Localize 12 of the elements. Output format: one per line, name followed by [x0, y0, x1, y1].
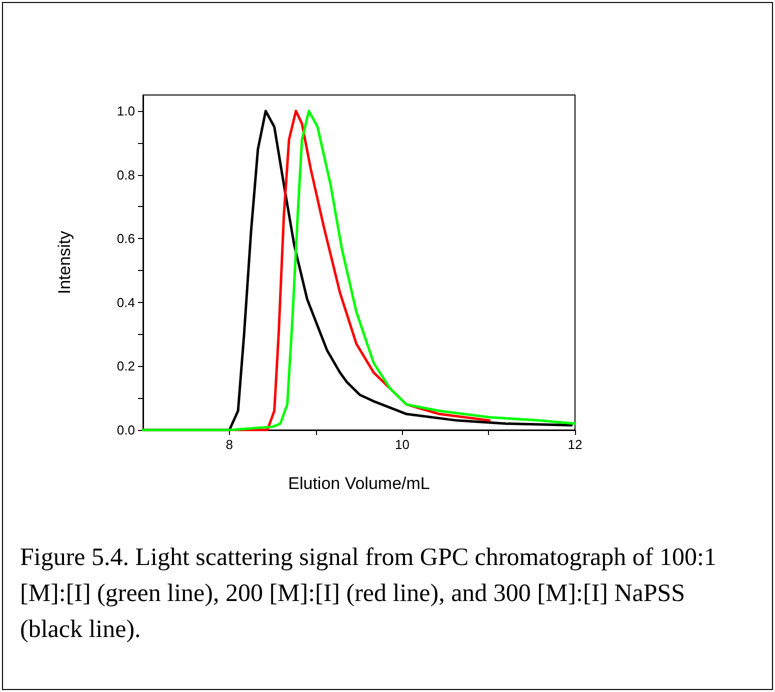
x-axis-title: Elution Volume/mL	[288, 474, 430, 493]
x-tick-label: 8	[226, 437, 234, 452]
y-tick-label: 0.6	[116, 231, 135, 246]
x-tick-label: 12	[568, 437, 582, 452]
y-tick-label: 1.0	[116, 103, 135, 118]
y-tick-label: 0.0	[116, 422, 135, 438]
y-tick-label: 0.4	[116, 294, 135, 310]
y-axis-title: Intensity	[55, 230, 74, 294]
x-tick-label: 10	[394, 437, 410, 452]
y-tick-label: 0.8	[116, 167, 135, 182]
y-tick-label: 0.2	[116, 358, 135, 374]
caption: Figure 5.4. Light scattering signal from GPC chromatograph of 100:1 [M]:[I] (green line), 200 [M]:[I] (red line), and 300 [M]:[I] NaPSS (black line).	[20, 543, 718, 645]
